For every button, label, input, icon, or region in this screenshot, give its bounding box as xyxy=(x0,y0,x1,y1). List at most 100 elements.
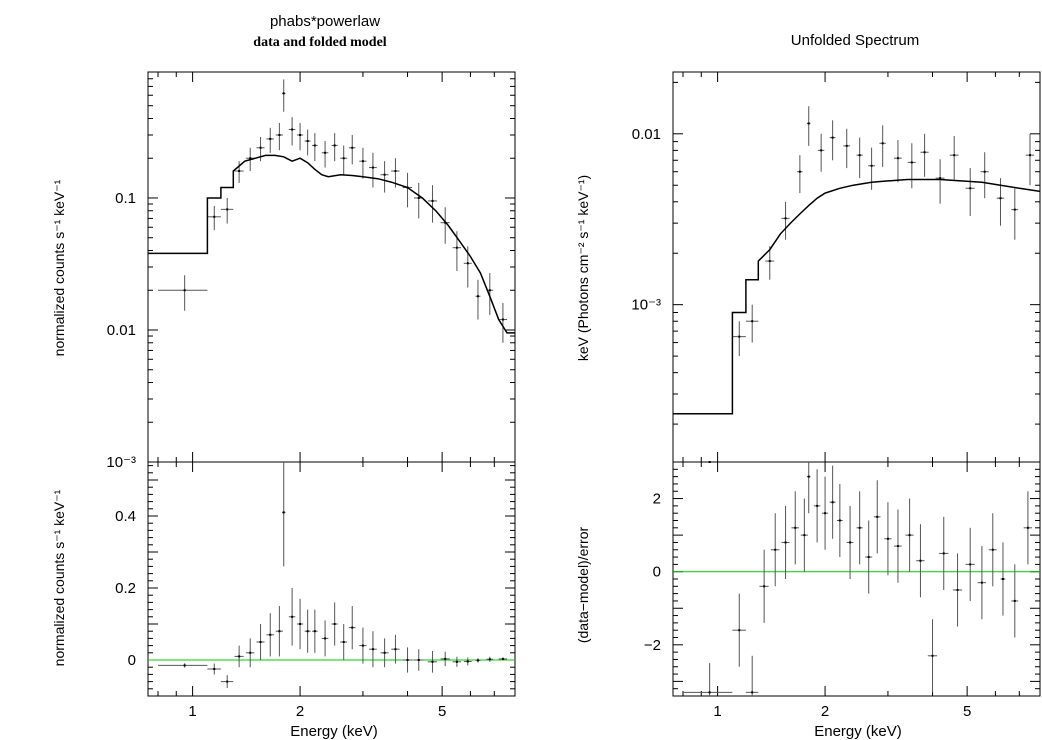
data-point xyxy=(1011,188,1019,240)
data-point xyxy=(938,516,949,590)
data-point xyxy=(402,647,413,673)
x-tick-label: 1 xyxy=(713,703,721,720)
data-point xyxy=(380,161,389,193)
data-point xyxy=(220,675,234,689)
y-tick-label: 0 xyxy=(653,564,661,581)
x-tick-label: 2 xyxy=(821,703,829,720)
data-point xyxy=(949,136,959,181)
data-point xyxy=(879,125,886,167)
x-tick-label: 2 xyxy=(296,703,304,720)
left-bottom-frame xyxy=(147,461,516,697)
data-point xyxy=(266,127,274,153)
data-point xyxy=(865,520,873,594)
right-top-ylabel: keV (Photons cm⁻² s⁻¹ keV⁻¹) xyxy=(575,175,591,361)
right-bottom-frame xyxy=(672,461,1041,697)
data-point xyxy=(452,656,462,667)
left-top-frame xyxy=(147,71,516,463)
data-point xyxy=(1025,133,1035,186)
x-tick-label: 5 xyxy=(963,703,971,720)
data-point xyxy=(380,638,389,668)
x-tick-label: 1 xyxy=(188,703,196,720)
data-point xyxy=(732,593,746,667)
data-point xyxy=(321,620,329,657)
data-point xyxy=(348,134,356,165)
data-point xyxy=(340,624,348,660)
x-tick-label: 5 xyxy=(438,703,446,720)
data-point xyxy=(359,627,367,664)
data-point xyxy=(829,120,836,161)
data-point xyxy=(413,649,424,671)
data-point xyxy=(369,631,377,668)
data-point xyxy=(894,139,902,183)
left-bottom-panel: 1 2 5 0 0.2 0.4 xyxy=(115,461,516,720)
data-point xyxy=(312,609,318,653)
data-point xyxy=(275,122,283,151)
left-xlabel: Energy (keV) xyxy=(290,723,378,740)
data-point xyxy=(331,133,338,162)
data-point xyxy=(1011,564,1019,638)
data-point xyxy=(884,502,892,576)
right-top-model-line xyxy=(673,178,1041,415)
y-tick-label: 0.1 xyxy=(115,190,136,207)
data-point xyxy=(158,663,208,668)
data-point xyxy=(829,465,836,539)
y-tick-label: 0.01 xyxy=(107,322,136,339)
data-point xyxy=(745,304,759,343)
left-top-panel: 0.1 0.01 10⁻³ xyxy=(106,71,516,471)
data-point xyxy=(781,201,790,240)
data-point xyxy=(475,658,481,663)
data-point xyxy=(977,546,987,620)
data-point xyxy=(821,476,829,550)
data-point xyxy=(813,469,821,543)
data-point xyxy=(312,133,318,162)
data-point xyxy=(996,178,1005,226)
data-point xyxy=(234,161,244,183)
data-point xyxy=(856,137,863,179)
data-point xyxy=(256,624,265,660)
data-point xyxy=(980,152,989,199)
data-point xyxy=(745,655,759,696)
data-point xyxy=(427,185,438,223)
data-point xyxy=(927,619,938,693)
y-tick-label: 0 xyxy=(128,652,136,669)
data-point xyxy=(266,613,274,657)
left-bottom-ylabel: normalized counts s⁻¹ keV⁻¹ xyxy=(51,489,67,666)
data-point xyxy=(234,645,244,668)
data-point xyxy=(797,155,803,194)
data-point xyxy=(920,133,929,177)
data-point xyxy=(321,141,329,168)
right-title: Unfolded Spectrum xyxy=(791,32,919,49)
data-point xyxy=(498,303,508,343)
data-point xyxy=(791,491,799,565)
data-point xyxy=(282,79,286,112)
data-point xyxy=(868,147,876,190)
data-point xyxy=(440,651,450,667)
data-point xyxy=(843,128,851,169)
data-point xyxy=(683,663,733,696)
data-point xyxy=(846,505,854,579)
data-point xyxy=(296,122,304,151)
data-point xyxy=(965,527,975,601)
y-tick-label: 2 xyxy=(653,491,661,508)
right-bottom-panel: 1 2 5 2 0 −2 xyxy=(644,461,1041,720)
data-point xyxy=(391,634,400,664)
data-point xyxy=(245,638,255,668)
data-point xyxy=(348,606,356,650)
y-tick-label: 10⁻³ xyxy=(106,454,136,471)
right-top-panel: 0.01 10⁻³ xyxy=(631,71,1041,463)
data-point xyxy=(873,480,881,554)
data-point xyxy=(498,657,508,661)
y-tick-label: 0.4 xyxy=(115,508,136,525)
data-point xyxy=(288,117,296,146)
data-point xyxy=(359,147,367,179)
data-point xyxy=(759,549,769,623)
data-point xyxy=(1000,542,1006,616)
data-point xyxy=(275,606,283,657)
data-point xyxy=(413,182,424,219)
data-point xyxy=(220,197,234,224)
data-point xyxy=(781,505,790,579)
right-bottom-ylabel: (data−model)/error xyxy=(575,526,591,643)
data-point xyxy=(296,598,304,650)
y-tick-label: 0.01 xyxy=(632,126,661,143)
